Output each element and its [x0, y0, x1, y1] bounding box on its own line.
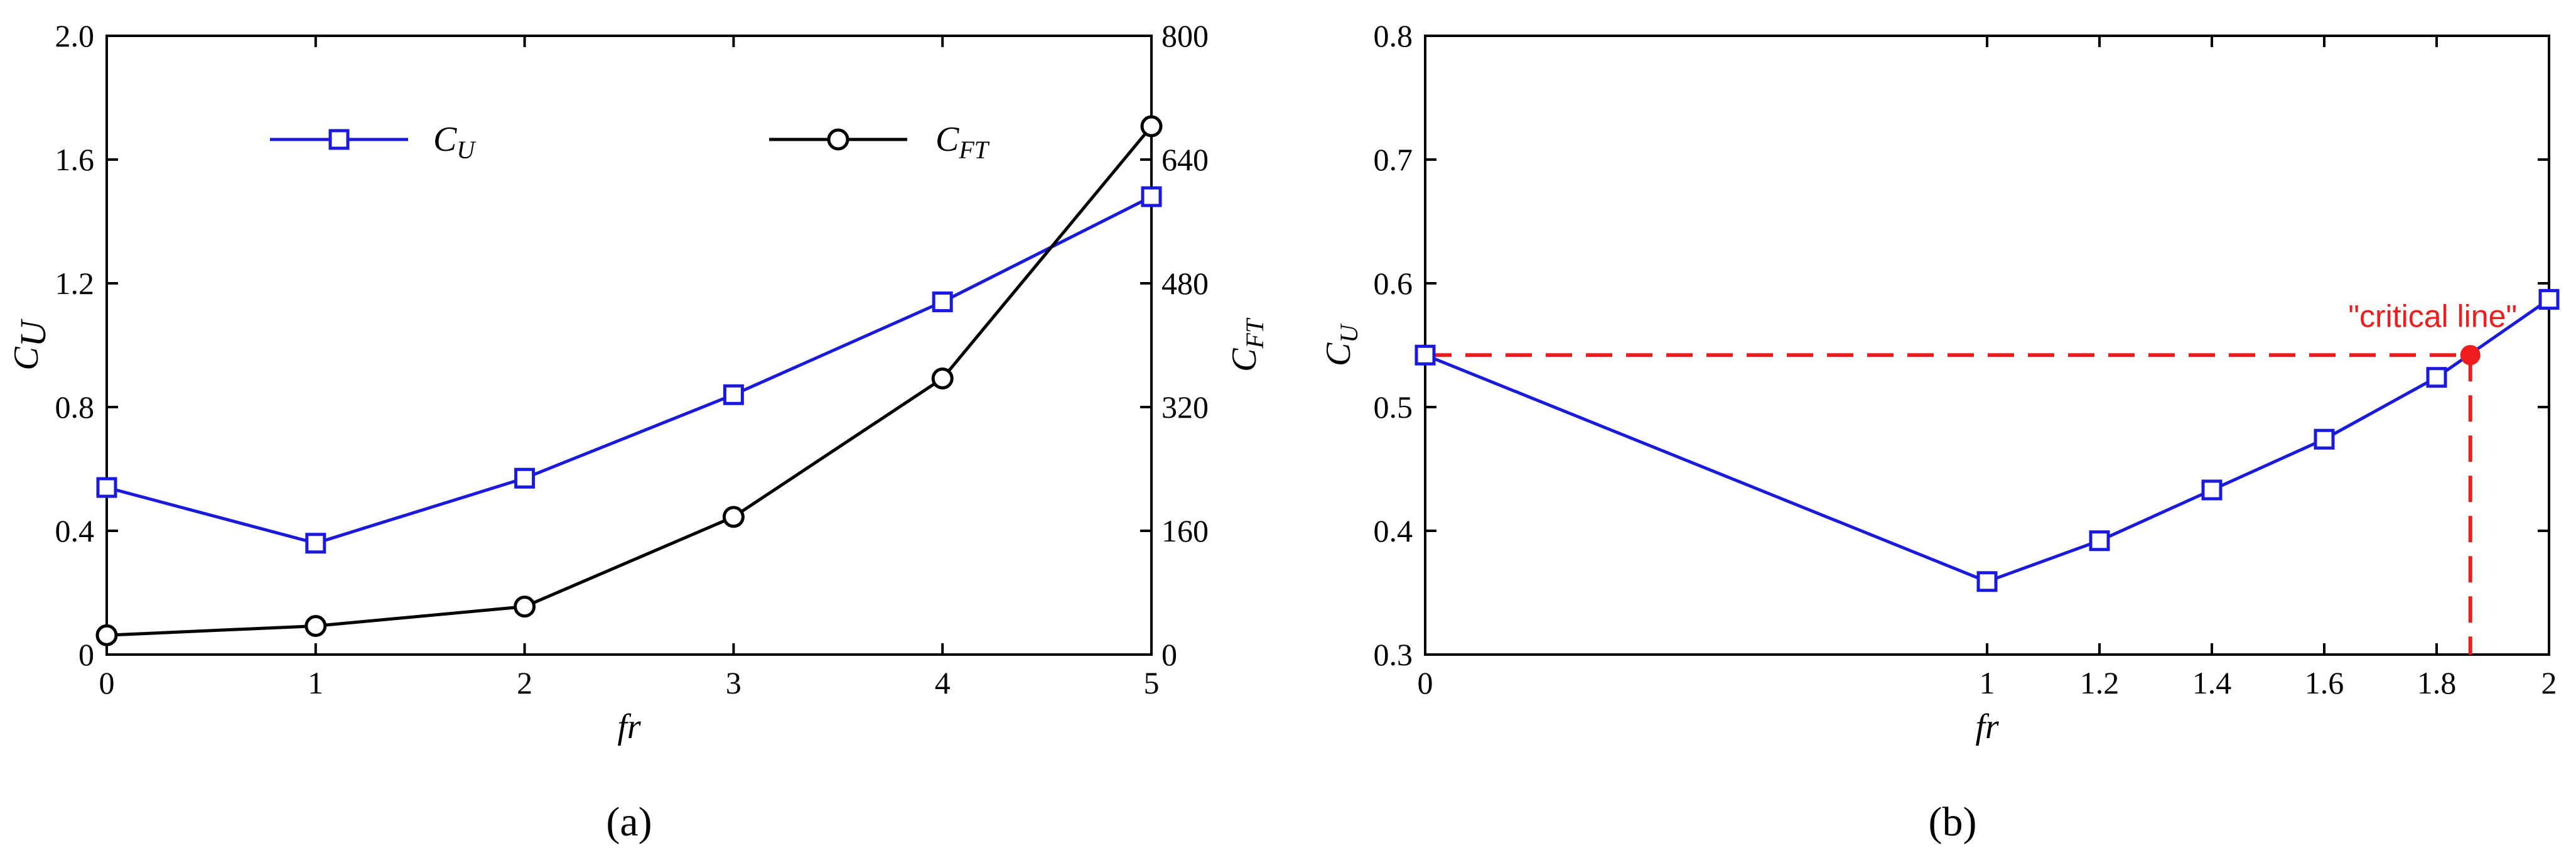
panel-b-point-cu [2201, 479, 2223, 501]
panel-a-point-cu [932, 291, 953, 313]
panel-a-y-tick-label: 1.2 [55, 266, 95, 301]
panel-a-plot-frame [105, 35, 1153, 656]
panel-b-x-tick-label: 1.4 [2192, 665, 2232, 700]
panel-a-y2-tick-label: 0 [1161, 637, 1177, 672]
panel-b-caption: (b) [1929, 799, 1977, 845]
legend-entry-cft: CFT [769, 120, 990, 164]
panel-b-point-cu [2426, 367, 2447, 388]
panel-a-point-cft [722, 506, 745, 528]
panel-a-x-tick-label: 0 [99, 665, 115, 700]
panel-a-point-cft [95, 624, 118, 646]
panel-b-point-cu [2538, 289, 2560, 310]
panel-b-point-cu [2314, 428, 2335, 450]
panel-b-point-cu [1415, 344, 1436, 366]
panel-b-y-tick-label: 0.8 [1374, 18, 1413, 53]
panel-a-point-cu [723, 384, 744, 405]
panel-a-x-tick-label: 1 [308, 665, 323, 700]
panel-a-point-cft [1140, 115, 1163, 138]
panel-b-y-axis-label: CU [1319, 323, 1363, 366]
panel-a-y2-tick-label: 640 [1161, 142, 1209, 177]
legend-marker-square [328, 129, 350, 150]
panel-a-y2-tick-label: 160 [1161, 513, 1209, 548]
panel-a-series-line-cu [106, 195, 1153, 545]
panel-a-point-cu [305, 533, 326, 554]
panel-a-y2-tick-label: 320 [1161, 389, 1209, 425]
panel-a-x-tick-label: 3 [726, 665, 741, 700]
panel-a-y-tick-label: 2.0 [55, 18, 95, 53]
panel-b-x-tick-label: 1.2 [2080, 665, 2120, 700]
panel-a-point-cft [304, 614, 327, 637]
panel-a-point-cft [931, 367, 954, 389]
panel-b-y-tick-label: 0.6 [1374, 266, 1413, 301]
panel-b-ticks: 0 1 1.2 1.4 1.6 1.8 2 0.3 0.4 0.5 0.6 0.7 0.8 [1374, 18, 2557, 700]
critical-line-label: "critical line" [2348, 298, 2517, 334]
panel-a-marks [95, 115, 1163, 646]
legend-marker-circle [827, 128, 849, 151]
panel-b: 0 1 1.2 1.4 1.6 1.8 2 0.3 0.4 0.5 0.6 0.7 0.8 "criti… [1319, 18, 2560, 845]
panel-a-y2-tick-label: 480 [1161, 266, 1209, 301]
panel-b-point-cu [2089, 530, 2110, 552]
panel-a-x-tick-label: 5 [1144, 665, 1160, 700]
panel-b-marks: "critical line" [1415, 289, 2560, 655]
panel-a-y2-axis-label: CFT [1225, 317, 1269, 372]
panel-a-y-tick-label: 1.6 [55, 142, 95, 177]
panel-b-point-cu [1976, 571, 1998, 592]
critical-point-marker [2460, 345, 2481, 366]
panel-b-x-axis-label: fr [1975, 707, 1999, 746]
panel-a-y-tick-label: 0.8 [55, 389, 95, 425]
panel-a-series-line-cft [106, 125, 1153, 637]
panel-b-x-tick-label: 1 [1980, 665, 1995, 700]
panel-a-y-tick-label: 0.4 [55, 513, 95, 548]
panel-a-point-cft [514, 596, 536, 618]
panel-b-y-tick-label: 0.5 [1374, 389, 1413, 425]
legend-entry-cu: CU [270, 120, 477, 164]
panel-a-x-tick-label: 2 [517, 665, 532, 700]
panel-b-series-line-cu [1425, 298, 2550, 584]
legend-label-cu: CU [433, 120, 477, 164]
panel-a-y-axis-label: CU [7, 318, 53, 370]
panel-a-x-axis-label: fr [617, 707, 641, 746]
panel-a-point-cu [96, 477, 117, 498]
panel-b-x-tick-label: 2 [2541, 665, 2557, 700]
panel-a-y-tick-label: 0 [78, 637, 94, 672]
panel-b-plot-frame [1424, 35, 2550, 656]
panel-b-x-tick-label: 1.8 [2417, 665, 2457, 700]
legend-label-cft: CFT [935, 120, 990, 164]
panel-a-y2-tick-label: 800 [1161, 18, 1209, 53]
panel-b-x-tick-label: 1.6 [2305, 665, 2344, 700]
panel-a-caption: (a) [606, 799, 652, 845]
panel-b-y-tick-label: 0.7 [1374, 142, 1413, 177]
panel-b-y-tick-label: 0.4 [1374, 513, 1413, 548]
panel-a-x-tick-label: 4 [935, 665, 951, 700]
panel-a-point-cu [1141, 186, 1162, 207]
panel-a-legend: CU CFT [270, 120, 990, 164]
panel-a-point-cu [514, 467, 536, 489]
panel-b-x-tick-label: 0 [1418, 665, 1433, 700]
panel-b-y-tick-label: 0.3 [1374, 637, 1413, 672]
